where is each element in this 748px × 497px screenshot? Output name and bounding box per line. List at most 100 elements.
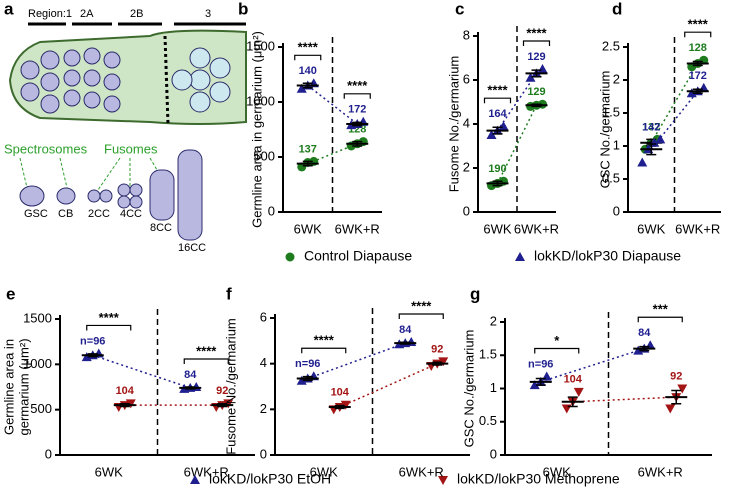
x-tick-label: 6WK+R bbox=[675, 221, 720, 236]
cell-label: 8CC bbox=[150, 222, 172, 234]
significance-bracket bbox=[398, 313, 444, 319]
legend-marker bbox=[190, 475, 200, 484]
trend-line bbox=[650, 63, 699, 144]
error-bar bbox=[692, 88, 703, 94]
significance-label: *** bbox=[653, 302, 669, 317]
n-label: 104 bbox=[564, 374, 583, 386]
error-bar bbox=[302, 160, 313, 167]
error-bar bbox=[400, 341, 411, 345]
y-tick-label: 1.5 bbox=[602, 104, 620, 119]
x-tick-label: 6WK bbox=[637, 221, 666, 236]
n-label: 104 bbox=[116, 385, 135, 397]
n-label: 142 bbox=[642, 121, 660, 133]
n-label: 172 bbox=[348, 104, 366, 116]
point bbox=[677, 384, 688, 394]
y-tick-label: 4 bbox=[260, 355, 267, 370]
panel-letter: a bbox=[4, 0, 14, 18]
error-bar bbox=[492, 180, 503, 187]
panel-letter: c bbox=[455, 0, 464, 18]
trend-line bbox=[496, 72, 538, 132]
n-label: 129 bbox=[527, 51, 545, 63]
x-tick-label: 6WK bbox=[95, 464, 124, 479]
trend-line bbox=[307, 143, 358, 165]
region-label: 3 bbox=[205, 8, 211, 20]
trend-line bbox=[572, 396, 677, 403]
y-axis-label: germarium (μm²) bbox=[16, 338, 31, 435]
error-bar bbox=[531, 69, 542, 78]
point bbox=[655, 134, 666, 144]
region-label: Region:1 bbox=[28, 8, 72, 20]
cell-label: 16CC bbox=[178, 242, 206, 254]
legend-label: Control Diapause bbox=[304, 248, 412, 264]
significance-bracket bbox=[343, 93, 371, 99]
pointer bbox=[19, 157, 161, 193]
n-label: 137 bbox=[642, 121, 660, 133]
y-tick-label: 6 bbox=[463, 71, 470, 86]
n-label: 84 bbox=[184, 369, 197, 381]
y-tick-label: 500 bbox=[253, 148, 275, 163]
y-tick-label: 6 bbox=[260, 309, 267, 324]
significance-bracket bbox=[637, 316, 683, 323]
n-label: n=96 bbox=[295, 358, 320, 370]
point bbox=[573, 387, 584, 397]
trend-line bbox=[307, 342, 406, 380]
y-tick-label: 0 bbox=[463, 203, 470, 218]
y-tick-label: 1500 bbox=[246, 38, 275, 53]
legend-label: lokKD/lokP30 Methoprene bbox=[457, 471, 620, 487]
significance-label: **** bbox=[688, 17, 709, 32]
error-bar bbox=[531, 103, 542, 108]
y-tick-label: 0 bbox=[260, 446, 267, 461]
y-tick-label: 1000 bbox=[246, 93, 275, 108]
cell-label: GSC bbox=[24, 208, 48, 220]
y-tick-label: 0 bbox=[268, 203, 275, 218]
panel-letter: f bbox=[226, 284, 232, 303]
significance-label: **** bbox=[347, 78, 368, 93]
point bbox=[537, 64, 548, 73]
y-tick-label: 4 bbox=[463, 115, 470, 130]
n-label: 92 bbox=[431, 343, 443, 355]
point bbox=[296, 375, 307, 385]
point bbox=[340, 400, 351, 410]
error-bar bbox=[535, 377, 546, 386]
y-axis-label: Germline area in germarium (μm²) bbox=[249, 31, 264, 228]
panel-letter: e bbox=[6, 284, 15, 303]
y-tick-label: 2 bbox=[260, 401, 267, 416]
significance-label: **** bbox=[526, 25, 547, 40]
significance-label: **** bbox=[196, 343, 217, 358]
region-label: 2A bbox=[80, 8, 94, 20]
significance-bracket bbox=[684, 31, 712, 38]
x-tick-label: 6WK+R bbox=[399, 464, 444, 479]
y-tick-label: 0 bbox=[613, 203, 620, 218]
x-tick-label: 6WK bbox=[294, 221, 323, 236]
y-tick-label: 8 bbox=[463, 27, 470, 42]
point bbox=[665, 404, 676, 414]
legend-label: lokKD/lokP30 EtOH bbox=[209, 471, 331, 487]
significance-bracket bbox=[86, 324, 132, 331]
point bbox=[699, 55, 709, 65]
point bbox=[529, 380, 540, 390]
significance-label: **** bbox=[314, 333, 335, 348]
y-tick-label: 1 bbox=[490, 380, 497, 395]
divider bbox=[163, 35, 170, 125]
legend-marker bbox=[515, 252, 525, 261]
significance-bracket bbox=[522, 40, 551, 46]
y-tick-label: 1000 bbox=[23, 356, 52, 371]
x-tick-label: 6WK+R bbox=[335, 221, 380, 236]
error-bar bbox=[352, 140, 363, 147]
significance-label: **** bbox=[99, 310, 120, 325]
n-label: 128 bbox=[689, 42, 707, 54]
error-bar bbox=[646, 143, 657, 156]
error-bar bbox=[87, 353, 98, 358]
fusomes-label: Fusomes bbox=[104, 141, 158, 156]
trend-line bbox=[307, 84, 358, 125]
error-bar bbox=[492, 126, 503, 135]
significance-bracket bbox=[301, 347, 347, 354]
y-tick-label: 0 bbox=[490, 446, 497, 461]
point bbox=[125, 399, 136, 409]
error-bar bbox=[639, 345, 650, 352]
region-label: 2B bbox=[130, 8, 143, 20]
trend-line bbox=[540, 347, 645, 383]
panel-letter: b bbox=[238, 0, 248, 18]
y-tick-label: 2 bbox=[463, 159, 470, 174]
error-bar bbox=[352, 121, 363, 127]
